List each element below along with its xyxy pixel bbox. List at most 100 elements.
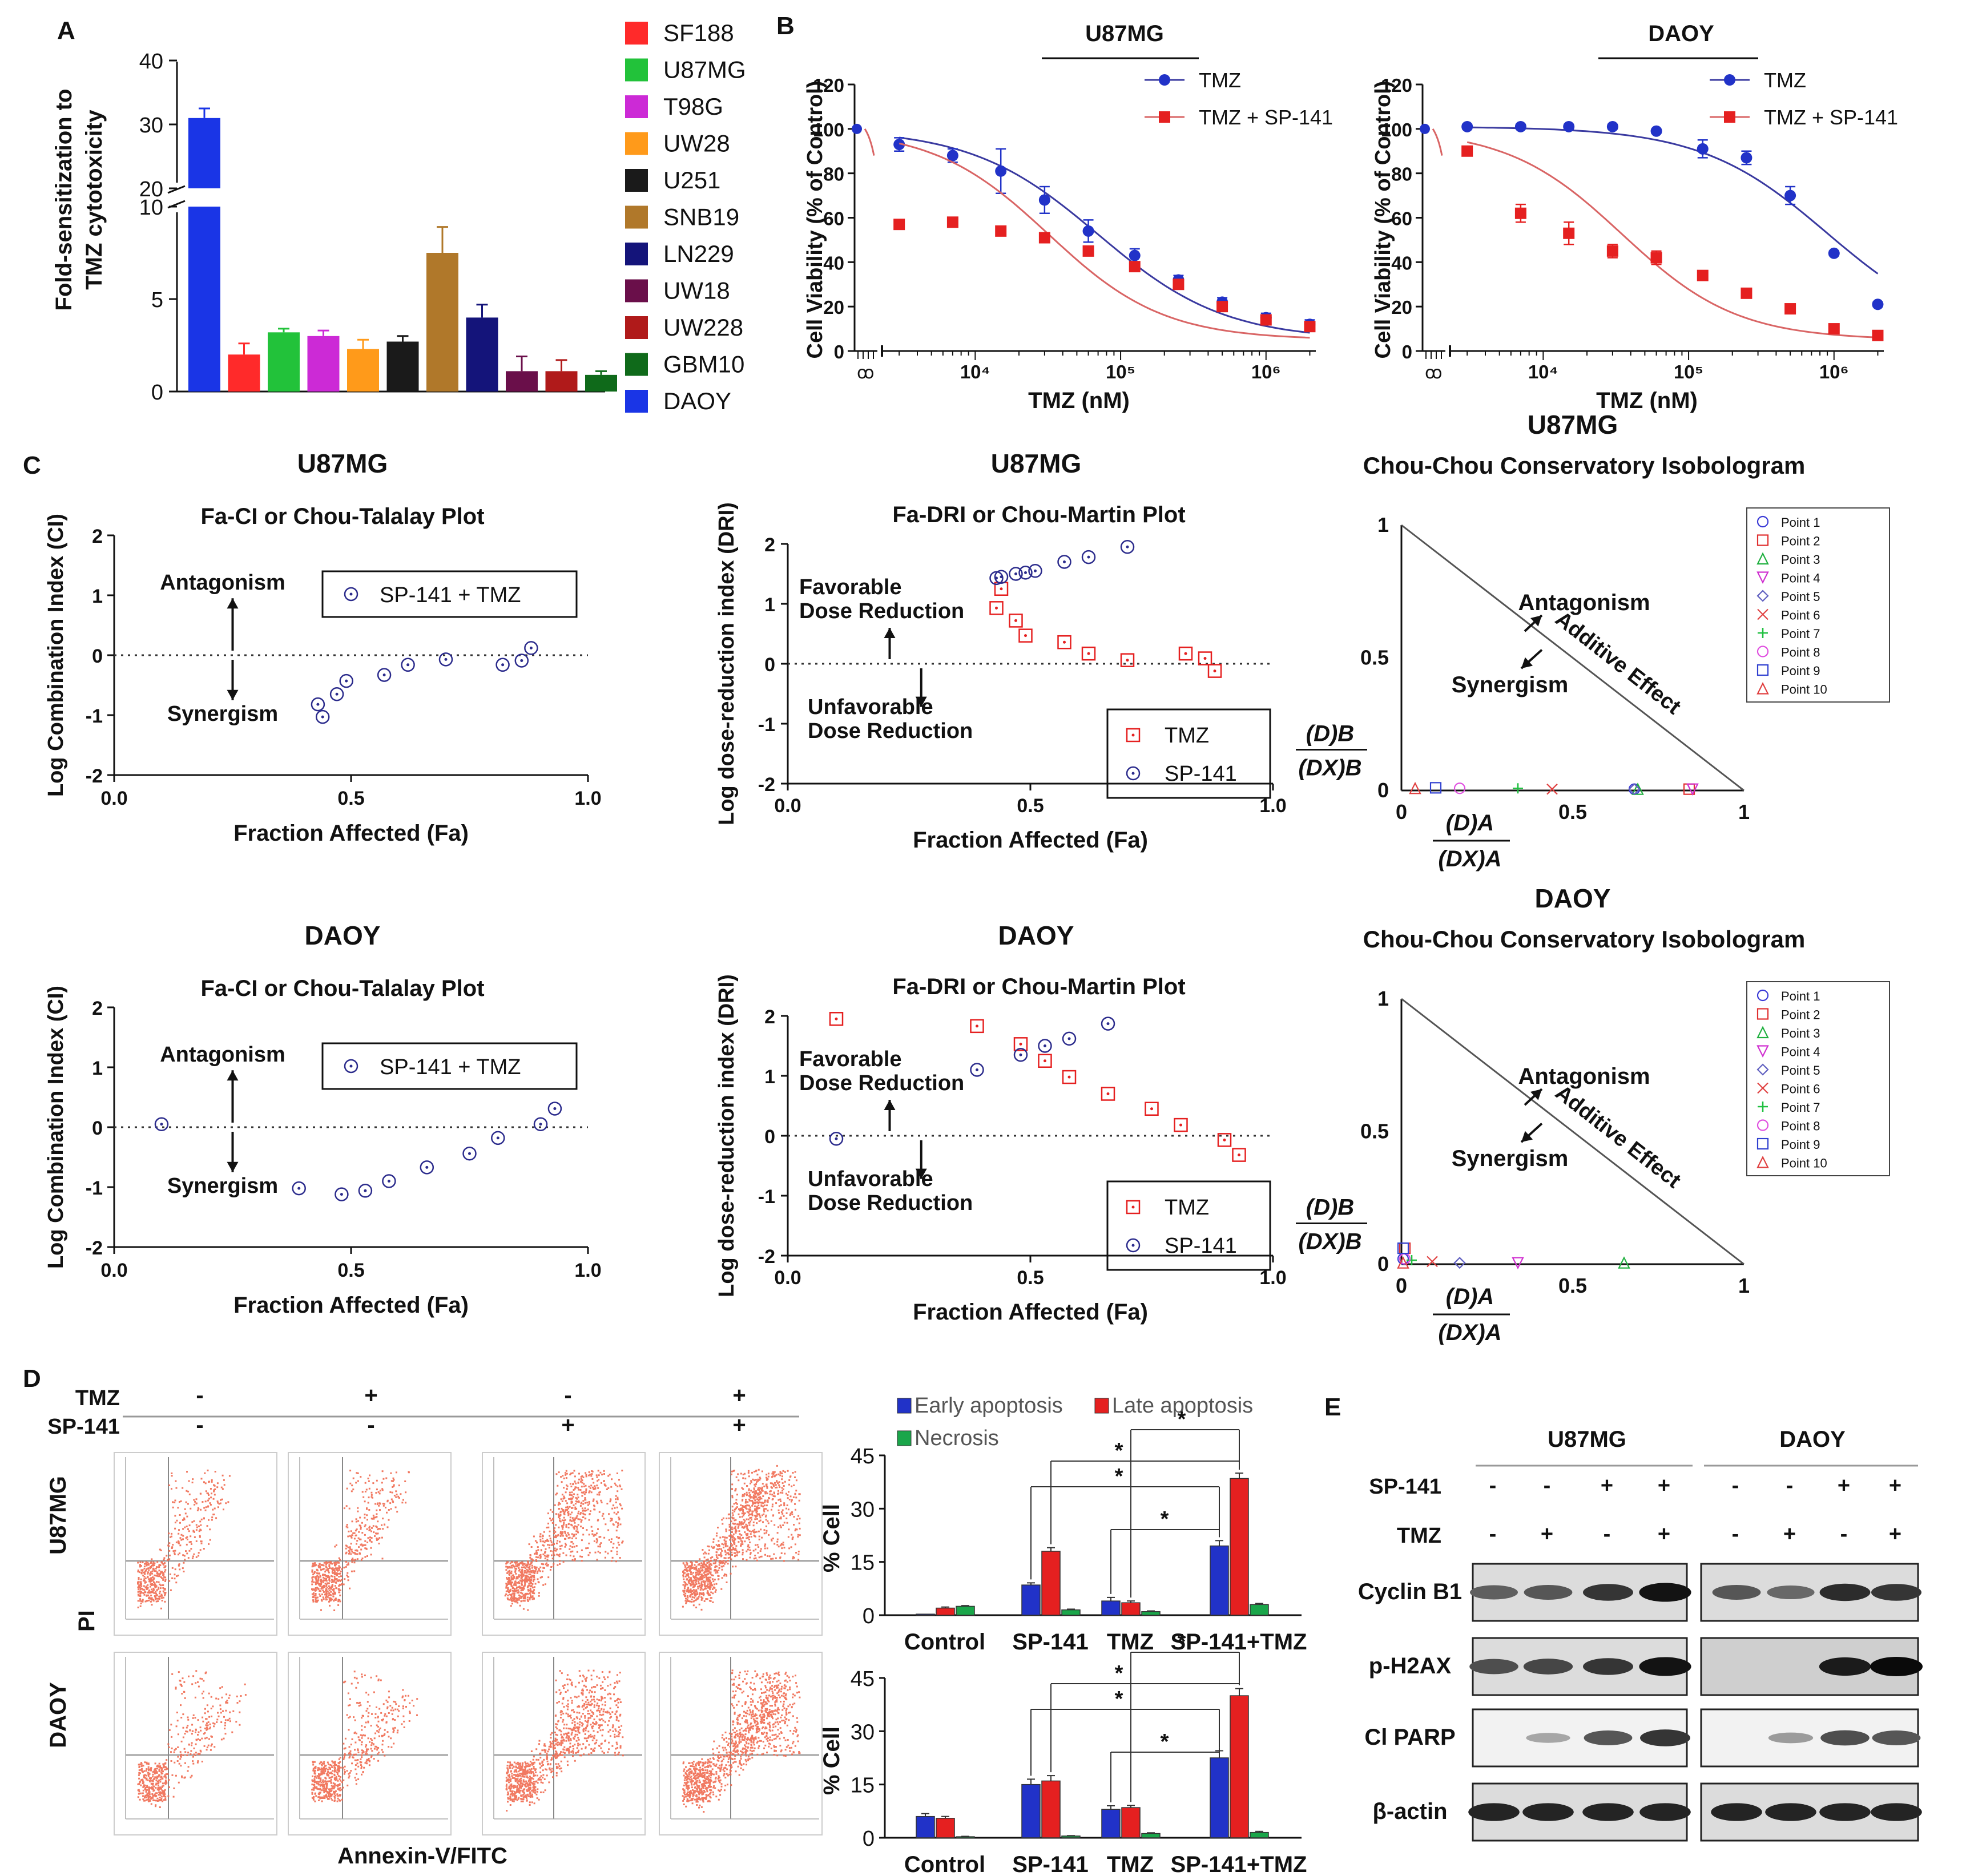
legend-swatch-uw18 [625, 279, 648, 302]
point-sp141 [1062, 1031, 1077, 1046]
legend-marker-shape [1756, 571, 1769, 584]
annotation: Dose Reduction [808, 719, 973, 743]
data-point [524, 641, 538, 655]
x-tick-label: 0.5 [337, 788, 364, 809]
legend-marker-shape [1756, 682, 1769, 695]
additive-line [1401, 998, 1745, 1265]
y-tick-label: 45 [851, 1667, 875, 1691]
sign-sp141: - [196, 1413, 203, 1438]
x-fraction-numerator: (D)A [1446, 810, 1494, 836]
point-tmz-dot [995, 606, 998, 610]
data-point [339, 673, 353, 688]
data-point [382, 1174, 396, 1188]
flow-frame [482, 1452, 646, 1636]
legend-marker-shape [1756, 534, 1769, 546]
sign-tmz: + [1658, 1522, 1670, 1546]
bar-late-apoptosis [1230, 1478, 1249, 1616]
y-tick-label: -2 [758, 774, 775, 796]
legend-marker [1757, 1082, 1768, 1094]
data-point-dot [496, 1136, 499, 1140]
bar-t98g [307, 336, 340, 392]
axis-ylabel: Log dose-reduction index (DRI) [715, 974, 739, 1297]
legend-label: Point 6 [1781, 608, 1820, 623]
significance-star: * [1178, 1630, 1186, 1654]
significance-star: * [1161, 1730, 1169, 1754]
flow-frame [659, 1652, 823, 1835]
data-point-dot [520, 659, 523, 662]
y-tick-label: 80 [823, 164, 844, 185]
legend-marker-tmz [1126, 728, 1141, 743]
point-sp141 [1057, 555, 1071, 569]
legend-label: Point 9 [1781, 1137, 1820, 1152]
panel-a: Fold-sensitization to TMZ cytotoxicity 0 5 1… [51, 19, 746, 414]
point-tmz [1018, 628, 1033, 643]
legend-marker [1756, 1063, 1769, 1076]
data-point [1628, 783, 1641, 796]
y-tick-label: 120 [813, 75, 844, 96]
protein-band [1583, 1584, 1633, 1601]
flow-plot-daoy-3 [482, 1652, 646, 1835]
y-fraction-denominator: (DX)B [1298, 1229, 1361, 1254]
arrow-antagonism-head [1530, 615, 1542, 627]
point-tmz-dot [1067, 1075, 1071, 1079]
data-point-dot [382, 673, 386, 677]
y-tick-label: 40 [139, 50, 163, 74]
y-tick-label: -2 [86, 765, 103, 787]
data-point [533, 1117, 548, 1131]
legend-marker-shape [1756, 1045, 1769, 1058]
data-point [1453, 782, 1466, 794]
axis-xlabel: TMZ (nM) [1596, 388, 1698, 413]
legend-marker-dot [349, 1064, 353, 1068]
legend-label: U87MG [663, 57, 746, 83]
data-point [311, 697, 325, 712]
protein-band [1469, 1659, 1518, 1675]
y-tick-label: 0 [92, 645, 103, 667]
data-point-shape [1628, 783, 1641, 796]
point-tmz [893, 139, 905, 151]
axis-break-mark [167, 185, 186, 194]
y-tick-label: 45 [851, 1445, 875, 1468]
point-tmz-dot [1179, 1123, 1182, 1127]
legend-swatch-uw28 [625, 132, 648, 155]
y-tick-label: 15 [851, 1551, 875, 1575]
legend-marker [1756, 1156, 1769, 1168]
legend-marker-shape [1756, 664, 1769, 676]
bar-early-apoptosis [1210, 1545, 1229, 1616]
y-tick-label: 2 [764, 534, 775, 556]
point-sp141 [1101, 1016, 1115, 1031]
data-point [1513, 783, 1523, 794]
axis-xlabel: Fraction Affected (Fa) [233, 1293, 469, 1318]
point-combo [1216, 301, 1228, 313]
significance-star: * [1178, 1407, 1186, 1431]
legend-marker [1758, 628, 1768, 638]
data-point-shape [1453, 1257, 1466, 1269]
y-tick-label: -1 [758, 1186, 775, 1208]
legend-swatch [1094, 1398, 1109, 1414]
legend-label: TMZ [1199, 68, 1241, 92]
data-point [1407, 1255, 1417, 1266]
protein-band [1584, 1730, 1633, 1745]
data-point [1429, 782, 1442, 794]
point-combo [1563, 227, 1575, 239]
legend-label: SNB19 [663, 204, 739, 231]
point-combo [1606, 245, 1618, 257]
y-tick-label: 1 [764, 594, 775, 616]
significance-star: * [1161, 1507, 1169, 1531]
x-tick-label: 10⁴ [960, 361, 990, 382]
legend-box [321, 1042, 578, 1090]
bar-necrosis [1250, 1831, 1269, 1838]
point-sp141-dot [1063, 560, 1066, 563]
flow-frame [288, 1452, 452, 1636]
point-tmz [1784, 189, 1796, 201]
legend-marker-sp141 [1126, 766, 1141, 781]
point-combo [1461, 145, 1473, 157]
data-point-dot [406, 663, 410, 667]
point-tmz [995, 165, 1007, 177]
y-tick-label: 0 [834, 341, 844, 362]
x-tick-label: 0.5 [337, 1260, 364, 1281]
data-point-dot [316, 703, 320, 706]
fit-curve-combo [899, 142, 1310, 339]
point-tmz [1207, 664, 1222, 678]
legend-label: Point 6 [1781, 1082, 1820, 1096]
flow-frame [288, 1652, 452, 1835]
